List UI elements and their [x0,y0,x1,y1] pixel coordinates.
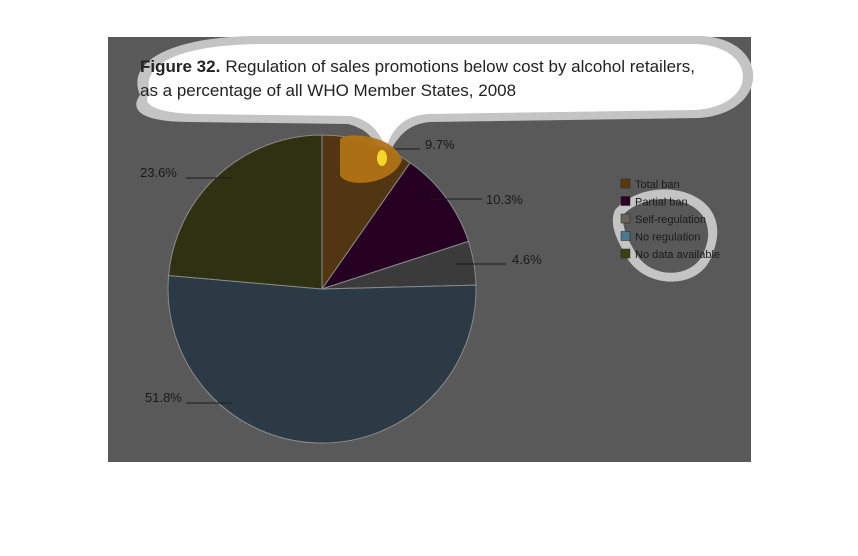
slice-value-label: 9.7% [425,137,455,152]
pie-slice-no-regulation [167,274,477,444]
legend-swatch [620,196,631,206]
slice-value-label: 4.6% [512,252,542,267]
slice-value-label: 51.8% [145,390,182,405]
legend-label: No regulation [635,232,700,244]
legend-halo [612,189,718,282]
pie-chart: 9.7% 10.3% 4.6% 51.8% 23.6% [140,134,542,444]
legend-swatch [620,213,631,224]
pie-slice-no-data-available [168,134,323,290]
legend-label: Partial ban [635,197,688,209]
figure-title-line1: Figure 32. Regulation of sales promotions… [140,57,695,76]
legend-label: Self-regulation [635,214,706,226]
pie-slice-partial-ban [320,162,470,290]
title-bubble [136,36,754,162]
slice-highlight [340,135,402,183]
figure-label: Figure 32. [140,57,220,76]
chart-legend: Total ban Partial ban Self-regulation No re… [620,178,720,261]
legend-label: Total ban [635,179,680,191]
legend-swatch [620,231,631,241]
slice-value-label: 23.6% [140,165,177,180]
slice-value-label: 10.3% [486,192,523,207]
legend-swatch [620,248,631,259]
figure-title-line2: as a percentage of all WHO Member States… [140,81,516,100]
legend-swatch [620,178,631,189]
legend-label: No data available [635,249,720,261]
figure-title-text: Regulation of sales promotions below cos… [225,57,695,76]
